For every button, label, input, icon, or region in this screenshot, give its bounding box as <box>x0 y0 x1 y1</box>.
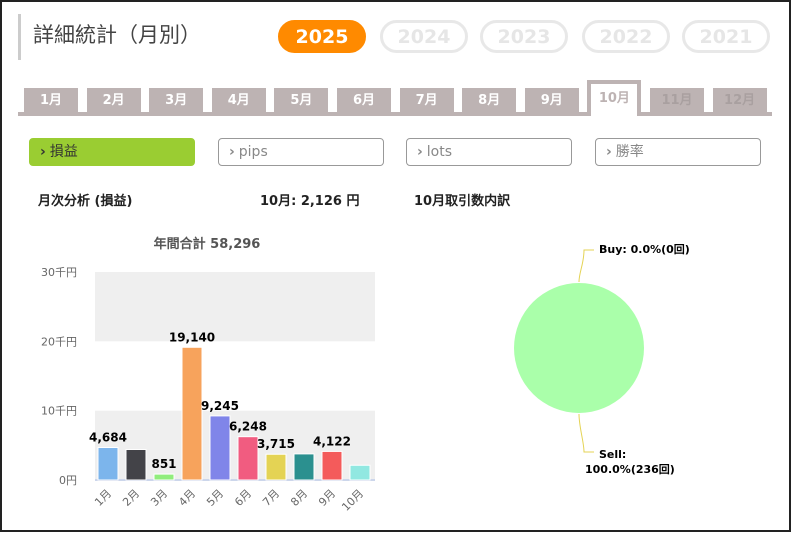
bar-6 <box>237 436 259 481</box>
x-tick-label: 5月 <box>204 487 226 509</box>
data-label: 19,140 <box>169 330 215 344</box>
tab-month-8[interactable]: 8月 <box>462 88 517 114</box>
x-tick-label: 4月 <box>176 487 198 509</box>
sell-connector <box>578 413 594 453</box>
tab-month-12[interactable]: 12月 <box>712 88 767 114</box>
metric-label: lots <box>426 144 453 160</box>
data-label: 4,122 <box>313 434 351 448</box>
y-tick-label: 20千円 <box>41 335 77 348</box>
tab-month-3[interactable]: 3月 <box>149 88 204 114</box>
monthly-analysis-title: 月次分析 (損益) <box>38 194 133 209</box>
x-tick-label: 8月 <box>288 487 310 509</box>
data-label: 9,245 <box>201 399 239 413</box>
tab-month-5[interactable]: 5月 <box>274 88 329 114</box>
bar-7 <box>265 453 287 481</box>
bar-2 <box>125 448 147 481</box>
tab-bar-line <box>18 112 772 116</box>
tab-month-6[interactable]: 6月 <box>337 88 391 114</box>
year-button-2022[interactable]: 2022 <box>582 20 670 53</box>
x-tick-label: 6月 <box>232 487 254 509</box>
metric-label: 損益 <box>49 144 78 160</box>
metric-button-3[interactable]: › 勝率 <box>595 138 761 166</box>
data-label: 6,248 <box>229 420 267 434</box>
month-summary: 10月: 2,126 円 <box>260 194 360 209</box>
bar-3 <box>153 473 175 481</box>
year-button-2025[interactable]: 2025 <box>278 20 366 53</box>
bar-5 <box>209 415 231 481</box>
bar-1 <box>97 447 119 481</box>
chevron-right-icon: › <box>417 144 423 160</box>
year-button-2024[interactable]: 2024 <box>380 20 468 53</box>
tab-month-2[interactable]: 2月 <box>86 88 141 114</box>
metric-button-2[interactable]: › lots <box>406 138 572 166</box>
pie-slice-sell <box>514 283 644 413</box>
x-tick-label: 7月 <box>260 487 282 509</box>
x-tick-label: 3月 <box>148 487 170 509</box>
x-tick-label: 2月 <box>120 487 142 509</box>
year-button-2021[interactable]: 2021 <box>682 20 770 53</box>
metric-label: pips <box>238 144 268 160</box>
metric-button-1[interactable]: › pips <box>218 138 384 166</box>
tab-month-7[interactable]: 7月 <box>399 88 454 114</box>
x-tick-label: 10月 <box>339 487 366 514</box>
buy-connector <box>578 249 594 283</box>
chevron-right-icon: › <box>40 144 46 160</box>
pie-label: 100.0%(236回) <box>585 462 675 476</box>
tab-month-1[interactable]: 1月 <box>24 88 78 114</box>
plot-band <box>95 272 375 342</box>
pie-label: Sell: <box>599 448 626 461</box>
data-label: 3,715 <box>257 437 295 451</box>
x-tick-label: 1月 <box>92 487 114 509</box>
metric-button-0[interactable]: › 損益 <box>29 138 195 166</box>
data-label: 4,684 <box>89 431 127 445</box>
chart-title: 年間合計 58,296 <box>154 236 261 252</box>
x-tick-label: 9月 <box>316 487 338 509</box>
bar-10 <box>349 464 371 481</box>
trade-breakdown-title: 10月取引数内訳 <box>414 194 511 209</box>
tab-month-10[interactable]: 10月 <box>587 80 642 116</box>
chevron-right-icon: › <box>229 144 235 160</box>
chevron-right-icon: › <box>606 144 612 160</box>
bar-8 <box>293 453 315 481</box>
metric-label: 勝率 <box>615 144 644 160</box>
bar-9 <box>321 450 343 481</box>
year-button-2023[interactable]: 2023 <box>480 20 568 53</box>
bar-4 <box>181 346 203 481</box>
pie-label: Buy: 0.0%(0回) <box>599 242 690 256</box>
tab-month-11[interactable]: 11月 <box>650 88 704 114</box>
tab-month-9[interactable]: 9月 <box>524 88 579 114</box>
y-tick-label: 30千円 <box>41 266 77 279</box>
y-tick-label: 10千円 <box>41 405 77 418</box>
page-title: 詳細統計（月別） <box>18 14 201 60</box>
data-label: 851 <box>151 457 176 471</box>
tab-month-4[interactable]: 4月 <box>211 88 266 114</box>
y-tick-label: 0円 <box>59 474 77 487</box>
